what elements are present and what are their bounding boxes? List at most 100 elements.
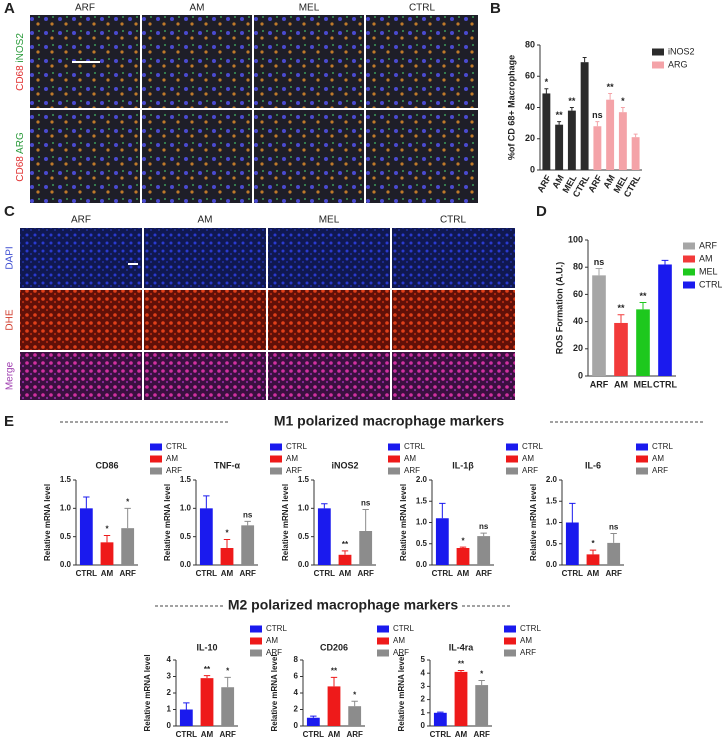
x-tick-label: CTRL (653, 379, 677, 389)
y-tick-label: 2 (294, 705, 299, 714)
panel-c-images (20, 228, 515, 400)
x-tick-label: AM (221, 569, 234, 578)
bar (199, 508, 213, 565)
chart-title: CD86 (95, 460, 118, 470)
legend-label: AM (699, 253, 713, 263)
legend-label: ARF (699, 240, 718, 250)
legend-label: CTRL (699, 279, 722, 289)
panel-a-images (30, 15, 478, 203)
row-label: CD68 ARG (15, 132, 26, 182)
panel-c-labels: ARF AM MEL CTRL DAPI DHE Merge (5, 215, 467, 391)
y-tick-label: 2 (167, 688, 172, 697)
significance-label: ** (556, 110, 564, 120)
micrograph (20, 228, 142, 288)
y-tick-label: 1.0 (60, 503, 72, 512)
legend-swatch (377, 649, 389, 657)
legend-swatch (270, 443, 282, 451)
chart: ROS Formation (A.U.) 0 20 40 60 80 100 ARF AM MEL… (554, 234, 722, 389)
y-tick-label: 1.5 (180, 475, 192, 484)
chart-title: IL-10 (196, 642, 217, 652)
micrograph (392, 352, 515, 400)
bar (567, 110, 576, 170)
bar (200, 678, 214, 726)
column-label: CTRL (440, 215, 467, 226)
y-tick-label: 0 (530, 164, 535, 174)
y-tick-label: 4 (167, 655, 172, 664)
significance-label: ns (361, 499, 371, 508)
x-tick-label: ARF (357, 569, 374, 578)
bar (306, 717, 320, 726)
x-tick-label: CTRL (314, 569, 335, 578)
stain-label: ARG (15, 132, 26, 154)
legend-label: CTRL (266, 624, 287, 633)
legend-label: CTRL (286, 442, 307, 451)
x-tick-label: ARF (219, 730, 236, 738)
error-bar (661, 259, 669, 265)
stain-label: CD68 (15, 65, 26, 91)
y-tick-label: 6 (294, 672, 299, 681)
y-tick-label: 2 (421, 695, 426, 704)
x-tick-label: CTRL (430, 730, 451, 738)
bar (359, 531, 373, 565)
x-tick-label: AM (455, 730, 468, 738)
legend-swatch (388, 443, 400, 451)
y-tick-label: 0 (578, 370, 583, 380)
stain-label: iNOS2 (15, 33, 26, 63)
legend-label: ARF (652, 466, 668, 475)
legend-label: ARG (668, 59, 688, 69)
legend-swatch (388, 455, 400, 463)
panel-letter: A (4, 0, 15, 17)
micrograph (254, 15, 364, 108)
y-tick-label: 0.5 (546, 539, 558, 548)
micrograph (268, 290, 390, 350)
legend-label: AM (166, 454, 178, 463)
legend-swatch (377, 625, 389, 633)
bar (475, 685, 489, 726)
chart: %of CD 68+ Macrophage020406080ARFAMMELCT… (506, 39, 694, 199)
legend-swatch (652, 61, 664, 69)
column-label: CTRL (409, 3, 436, 14)
legend-label: ARF (166, 466, 182, 475)
error-bar (557, 121, 562, 125)
y-tick-label: 60 (525, 71, 535, 81)
bar (79, 508, 93, 565)
significance-label: * (545, 77, 549, 87)
y-tick-label: 1.0 (180, 503, 192, 512)
error-bar (544, 88, 549, 94)
y-tick-label: 1.0 (546, 518, 558, 527)
significance-label: ns (592, 110, 603, 120)
y-tick-label: 60 (573, 289, 583, 299)
y-tick-label: 0 (294, 721, 299, 730)
micrograph (268, 228, 390, 288)
legend-swatch (683, 268, 695, 276)
bar (542, 93, 551, 170)
y-tick-label: 0.0 (298, 560, 310, 569)
significance-label: ** (568, 96, 576, 106)
bar (456, 548, 470, 565)
y-tick-label: 40 (525, 102, 535, 112)
significance-label: ns (594, 257, 605, 267)
chart: TNF-α Relative mRNA level 0.0 0.5 1.0 1.5 CTRL… (163, 442, 307, 578)
section-heading: M1 polarized macrophage markers (274, 413, 505, 429)
legend-swatch (683, 281, 695, 289)
bar (631, 137, 640, 170)
micrograph (366, 15, 478, 108)
bar (221, 687, 235, 726)
y-tick-label: 8 (294, 655, 299, 664)
bar (121, 528, 135, 565)
significance-label: * (461, 536, 465, 545)
significance-label: * (480, 670, 484, 679)
x-tick-label: AM (614, 379, 628, 389)
x-tick-label: ARF (346, 730, 363, 738)
row-label: Merge (5, 361, 16, 390)
legend-label: ARF (393, 648, 409, 657)
y-tick-label: 20 (525, 133, 535, 143)
significance-label: * (226, 666, 230, 675)
column-label: ARF (71, 215, 91, 226)
bar (618, 112, 627, 170)
y-axis-label: Relative mRNA level (399, 484, 408, 561)
x-tick-label: AM (101, 569, 114, 578)
legend-label: iNOS2 (668, 46, 695, 56)
legend-label: AM (393, 636, 405, 645)
